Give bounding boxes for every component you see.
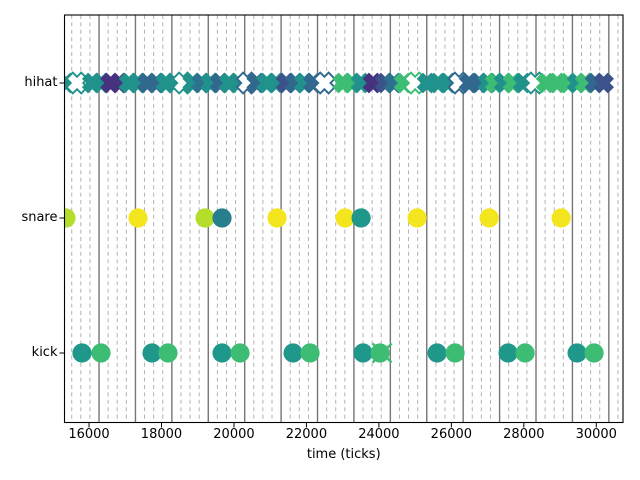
kick-marker [158,343,178,363]
kick-marker [370,343,390,363]
xtick-label: 26000 [430,427,473,442]
snare-marker [195,208,215,228]
kick-marker [142,343,162,363]
snare-marker [128,208,148,228]
xtick-label: 20000 [213,427,255,442]
axes-spines [63,14,624,424]
x-axis-label: time (ticks) [306,447,381,462]
kick-marker [498,343,518,363]
snare-marker [407,208,427,228]
ytick-label-snare: snare [21,210,58,225]
xtick-label: 30000 [575,427,617,442]
xtick-label: 22000 [285,427,328,442]
hihat-marker [593,72,614,94]
kick-marker [230,343,250,363]
kick-marker [300,343,320,363]
snare-marker [479,208,499,228]
snare-marker [335,208,355,228]
hihat-marker-open [312,71,337,95]
kick-marker [283,343,303,363]
marker-layer [64,71,614,364]
kick-marker [72,343,92,363]
snare-marker [267,208,287,228]
kick-marker [212,343,232,363]
xtick-label: 24000 [358,427,400,442]
snare-marker [212,208,232,228]
kick-marker [584,343,604,363]
hihat-marker-open [65,71,89,95]
xtick-label: 16000 [68,427,110,442]
xtick-label: 28000 [503,427,545,442]
snare-marker [551,208,571,228]
kick-marker [567,343,587,363]
kick-marker [427,343,447,363]
kick-marker [515,343,535,363]
kick-marker [353,343,373,363]
kick-marker [91,343,111,363]
ytick-label-kick: kick [31,345,58,360]
kick-cross-marker [371,342,393,364]
snare-marker [351,208,371,228]
xtick-label: 18000 [140,427,183,442]
snare-marker [64,208,76,228]
ytick-label-hihat: hihat [24,75,58,90]
kick-marker [445,343,465,363]
